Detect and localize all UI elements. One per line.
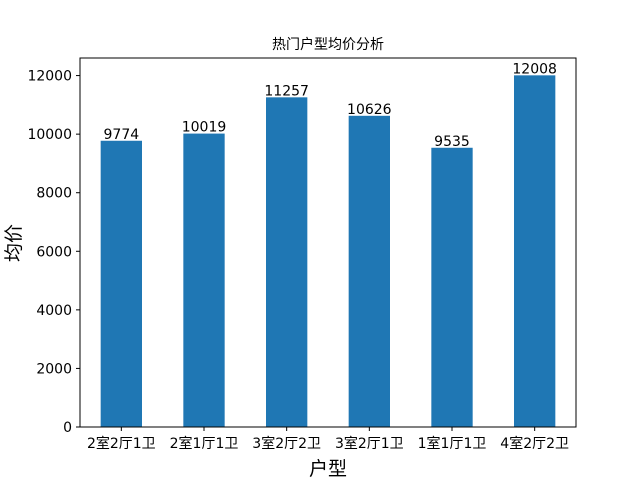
x-tick-label: 2室1厅1卫 — [170, 435, 239, 452]
data-label: 10019 — [182, 120, 227, 136]
y-tick-label: 0 — [63, 420, 72, 436]
plot-area: 9774 2室2厅1卫 10019 2室1厅1卫 11257 3室2厅2卫 10626 3室2… — [27, 57, 577, 452]
bar — [266, 97, 308, 427]
data-label: 12008 — [512, 61, 557, 77]
y-tick-label: 10000 — [27, 127, 72, 143]
data-label: 11257 — [264, 83, 309, 99]
x-axis-label: 户型 — [309, 458, 347, 480]
x-tick-label: 1室1厅1卫 — [418, 435, 487, 452]
bar — [348, 115, 390, 427]
y-tick-label: 12000 — [27, 69, 72, 85]
y-tick-label: 4000 — [36, 303, 72, 319]
y-axis-label: 均价 — [3, 224, 25, 262]
bar — [431, 147, 473, 427]
data-label: 9535 — [434, 134, 470, 150]
x-tick-label: 2室2厅1卫 — [87, 435, 156, 452]
x-tick-label: 3室2厅2卫 — [252, 435, 321, 452]
x-tick-label: 4室2厅2卫 — [500, 435, 569, 452]
bar — [183, 133, 225, 427]
data-label: 10626 — [347, 102, 392, 118]
data-label: 9774 — [104, 127, 140, 143]
x-tick-label: 3室2厅1卫 — [335, 435, 404, 452]
y-tick-label: 2000 — [36, 361, 72, 377]
chart-title: 热门户型均价分析 — [272, 36, 384, 53]
bar — [100, 140, 142, 428]
y-tick-label: 8000 — [36, 186, 72, 202]
bar — [514, 75, 556, 427]
axes-frame — [79, 57, 577, 428]
y-tick-label: 6000 — [36, 244, 72, 260]
